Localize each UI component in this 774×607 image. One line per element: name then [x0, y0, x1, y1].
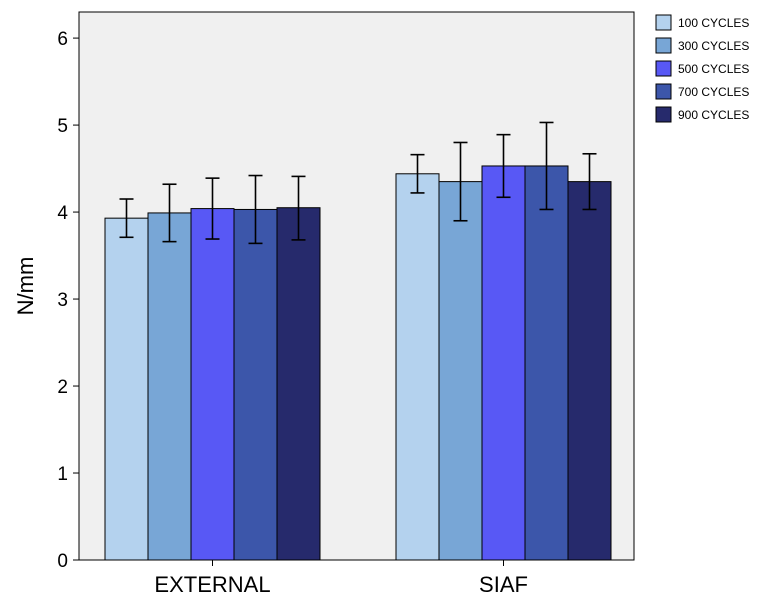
legend: 100 CYCLES 300 CYCLES 500 CYCLES 700 CYCLES…: [655, 14, 749, 123]
x-category-label: EXTERNAL: [154, 572, 270, 597]
legend-label: 900 CYCLES: [678, 108, 749, 122]
bars-layer: [104, 165, 612, 561]
legend-swatch: [655, 37, 672, 54]
legend-label: 700 CYCLES: [678, 85, 749, 99]
bar: [104, 217, 149, 561]
legend-label: 100 CYCLES: [678, 16, 749, 30]
legend-swatch: [655, 14, 672, 31]
bar: [276, 207, 321, 561]
y-tick-label: 6: [57, 29, 68, 50]
legend-label: 300 CYCLES: [678, 39, 749, 53]
legend-swatch: [655, 60, 672, 77]
y-tick-label: 1: [57, 464, 68, 485]
legend-swatch: [655, 83, 672, 100]
y-axis-title: N/mm: [13, 257, 38, 316]
bar: [395, 173, 440, 561]
y-tick-label: 3: [57, 290, 68, 311]
bar: [190, 208, 235, 561]
bar: [147, 212, 192, 561]
bar: [438, 181, 483, 561]
error-bars-layer: [119, 121, 597, 245]
legend-swatch: [655, 106, 672, 123]
x-category-label: SIAF: [479, 572, 528, 597]
y-tick-label: 5: [57, 116, 68, 137]
bar: [481, 165, 526, 561]
y-tick-label: 4: [57, 203, 68, 224]
bar: [567, 181, 612, 561]
bar: [233, 208, 278, 561]
x-axis: EXTERNAL SIAF: [154, 560, 528, 597]
y-axis: 0 1 2 3 4 5 6: [57, 29, 79, 572]
y-tick-label: 0: [57, 551, 68, 572]
y-tick-label: 2: [57, 377, 68, 398]
bar: [524, 165, 569, 561]
legend-label: 500 CYCLES: [678, 62, 749, 76]
